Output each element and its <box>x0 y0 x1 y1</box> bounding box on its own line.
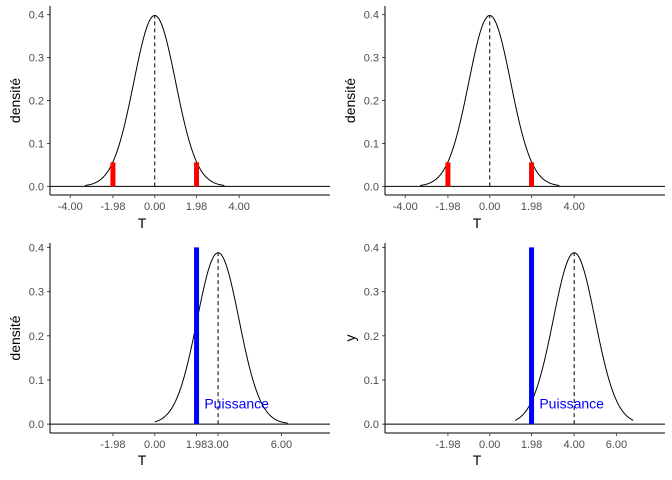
x-tick-label: 6.00 <box>271 439 292 451</box>
x-tick-label: -4.00 <box>393 201 418 213</box>
y-tick-label: 0.3 <box>364 53 379 65</box>
y-tick-label: 0.4 <box>364 242 379 254</box>
y-tick-label: 0.0 <box>364 181 379 193</box>
y-axis-title: y <box>342 335 358 342</box>
y-tick-label: 0.0 <box>364 419 379 431</box>
y-axis-title: densité <box>7 315 23 360</box>
power-annotation: Puissance <box>539 395 604 411</box>
density-curve <box>84 14 225 186</box>
x-tick-label: 3.00 <box>207 439 228 451</box>
y-tick-label: 0.1 <box>29 138 44 150</box>
x-tick-label: -1.98 <box>435 201 460 213</box>
x-axis-title: T <box>138 215 147 231</box>
power-annotation: Puissance <box>204 395 269 411</box>
y-tick-label: 0.2 <box>29 331 44 343</box>
panel-top-right: 0.00.10.20.30.4-4.00 -1.98 0.00 1.98 4.00 T … <box>342 6 665 231</box>
x-tick-label: -1.98 <box>100 439 125 451</box>
panel-top-left: 0.00.10.20.30.4-4.00 -1.98 0.00 1.98 4.00 T … <box>7 6 330 231</box>
y-tick-label: 0.4 <box>29 10 44 22</box>
x-axis-title: T <box>473 452 482 468</box>
y-tick-label: 0.3 <box>364 287 379 299</box>
x-axis-title: T <box>138 452 147 468</box>
x-tick-label: 4.00 <box>563 439 584 451</box>
x-tick-label: 0.00 <box>144 439 165 451</box>
x-tick-label: -1.98 <box>435 439 460 451</box>
density-curve <box>419 14 560 186</box>
density-curve <box>154 252 288 424</box>
y-tick-label: 0.4 <box>29 242 44 254</box>
y-tick-label: 0.3 <box>29 287 44 299</box>
y-tick-label: 0.0 <box>29 181 44 193</box>
x-tick-label: -4.00 <box>58 201 83 213</box>
x-tick-label: -1.98 <box>100 201 125 213</box>
y-axis-title: densité <box>7 78 23 123</box>
y-tick-label: 0.0 <box>29 419 44 431</box>
y-tick-label: 0.4 <box>364 10 379 22</box>
x-tick-label: 1.98 <box>186 201 207 213</box>
x-tick-label: 0.00 <box>144 201 165 213</box>
density-curve <box>514 252 634 421</box>
x-tick-label: 1.98 <box>521 439 542 451</box>
y-tick-label: 0.1 <box>364 375 379 387</box>
panel-bottom-right: 0.0 0.1 0.2 0.3 0.4 -1.98 0.00 1.98 4.00 6.00 Pui… <box>342 242 665 468</box>
panel-bottom-left: 0.0 0.1 0.2 0.3 0.4 -1.98 0.00 1.98 3.00 6.00 Pui… <box>7 242 330 468</box>
x-axis-title: T <box>473 215 482 231</box>
x-tick-label: 1.98 <box>521 201 542 213</box>
x-tick-label: 4.00 <box>228 201 249 213</box>
y-tick-label: 0.2 <box>29 96 44 108</box>
x-tick-label: 0.00 <box>479 201 500 213</box>
y-tick-label: 0.2 <box>364 96 379 108</box>
y-axis-title: densité <box>342 78 358 123</box>
x-tick-label: 0.00 <box>479 439 500 451</box>
y-tick-label: 0.3 <box>29 53 44 65</box>
y-tick-label: 0.1 <box>29 375 44 387</box>
x-tick-label: 1.98 <box>186 439 207 451</box>
x-tick-label: 4.00 <box>563 201 584 213</box>
x-tick-label: 6.00 <box>606 439 627 451</box>
y-tick-label: 0.2 <box>364 331 379 343</box>
y-tick-label: 0.1 <box>364 138 379 150</box>
